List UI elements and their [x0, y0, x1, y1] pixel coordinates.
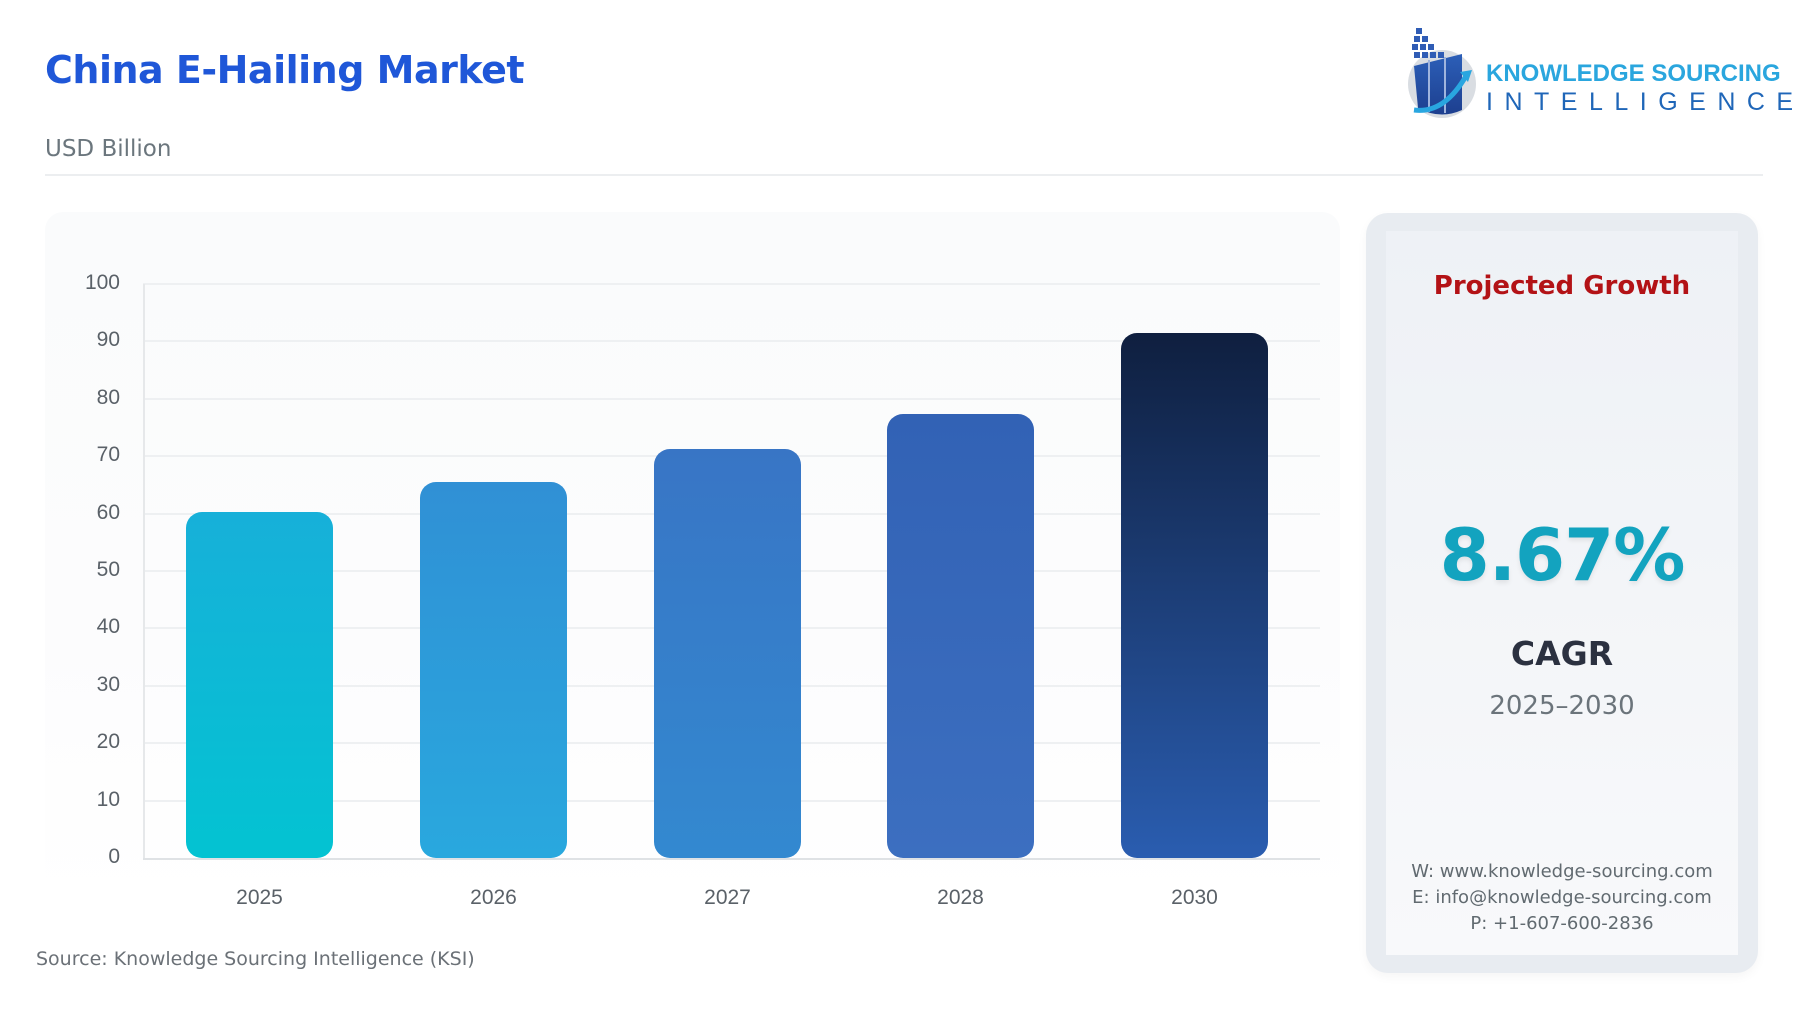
contact-email: E: info@knowledge-sourcing.com: [1412, 887, 1712, 908]
page-title: China E-Hailing Market: [45, 48, 525, 92]
company-logo: KNOWLEDGE SOURCING INTELLIGENCE: [1400, 24, 1793, 120]
projected-growth-panel: Projected Growth 8.67% CAGR 2025–2030 W:…: [1366, 213, 1758, 973]
growth-heading: Projected Growth: [1433, 271, 1691, 301]
bar-chart-arrow-logo-icon: [1408, 28, 1476, 118]
cagr-label: CAGR: [1510, 634, 1614, 673]
unit-subtitle: USD Billion: [45, 136, 172, 162]
projected-growth-inner: Projected Growth 8.67% CAGR 2025–2030 W:…: [1386, 231, 1738, 955]
source-note: Source: Knowledge Sourcing Intelligence …: [36, 948, 475, 970]
cagr-value: 8.67%: [1439, 513, 1686, 597]
contact-website: W: www.knowledge-sourcing.com: [1411, 861, 1713, 882]
header-divider: [45, 174, 1763, 176]
cagr-period: 2025–2030: [1489, 691, 1635, 721]
logo-text-primary: KNOWLEDGE SOURCING: [1486, 60, 1781, 87]
logo-text-secondary: INTELLIGENCE: [1486, 88, 1800, 116]
contact-phone: P: +1-607-600-2836: [1470, 913, 1654, 934]
chart-card: [45, 212, 1340, 902]
